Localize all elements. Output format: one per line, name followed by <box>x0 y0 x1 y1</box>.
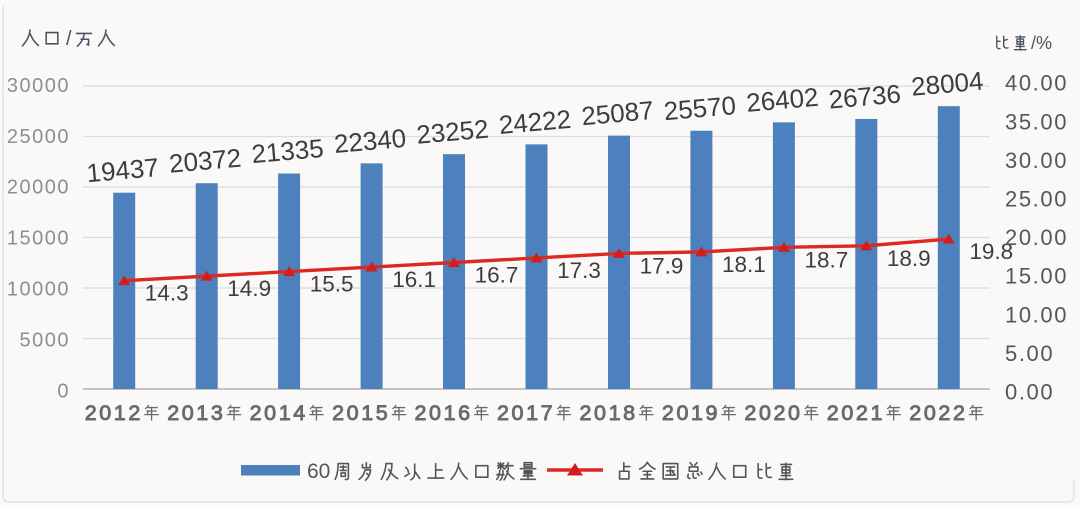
svg-text:/%: /% <box>1031 33 1052 53</box>
svg-text:24222: 24222 <box>498 104 573 140</box>
svg-text:2014: 2014 <box>250 401 308 425</box>
svg-text:/: / <box>66 28 72 50</box>
svg-text:18.9: 18.9 <box>887 246 931 271</box>
svg-text:0: 0 <box>57 380 70 402</box>
svg-text:2015: 2015 <box>332 401 390 425</box>
svg-text:18.7: 18.7 <box>805 247 849 272</box>
svg-text:10000: 10000 <box>7 279 70 301</box>
svg-text:25.00: 25.00 <box>1005 187 1068 212</box>
svg-text:16.1: 16.1 <box>392 267 436 292</box>
svg-text:18.1: 18.1 <box>722 252 766 277</box>
svg-text:14.9: 14.9 <box>227 276 271 301</box>
svg-text:5.00: 5.00 <box>1005 341 1054 366</box>
svg-text:30.00: 30.00 <box>1005 148 1068 173</box>
svg-text:25000: 25000 <box>7 126 70 148</box>
svg-text:2013: 2013 <box>167 401 225 425</box>
svg-text:10.00: 10.00 <box>1005 302 1068 327</box>
svg-text:15.5: 15.5 <box>310 272 354 297</box>
svg-text:22340: 22340 <box>333 123 408 159</box>
svg-text:2019: 2019 <box>662 401 720 425</box>
svg-text:60: 60 <box>307 460 330 483</box>
svg-text:30000: 30000 <box>7 75 70 97</box>
svg-text:19.8: 19.8 <box>969 239 1013 264</box>
svg-text:16.7: 16.7 <box>475 263 519 288</box>
svg-text:19437: 19437 <box>85 152 160 188</box>
svg-text:2021: 2021 <box>827 401 885 425</box>
svg-text:25087: 25087 <box>580 95 655 131</box>
svg-text:0.00: 0.00 <box>1005 380 1054 405</box>
svg-text:5000: 5000 <box>20 329 71 351</box>
svg-text:20000: 20000 <box>7 177 70 199</box>
svg-text:2022: 2022 <box>909 401 967 425</box>
svg-text:40.00: 40.00 <box>1005 71 1068 96</box>
svg-text:2020: 2020 <box>744 401 802 425</box>
svg-text:20.00: 20.00 <box>1005 225 1068 250</box>
svg-text:28004: 28004 <box>910 66 985 102</box>
svg-text:14.3: 14.3 <box>145 281 189 306</box>
svg-text:2012: 2012 <box>85 401 143 425</box>
svg-text:2016: 2016 <box>415 401 473 425</box>
svg-text:21335: 21335 <box>250 133 325 169</box>
svg-text:25570: 25570 <box>663 90 738 126</box>
svg-text:15000: 15000 <box>7 228 70 250</box>
svg-text:20372: 20372 <box>168 143 243 179</box>
svg-text:17.3: 17.3 <box>557 258 601 283</box>
svg-text:2018: 2018 <box>580 401 638 425</box>
svg-text:23252: 23252 <box>415 114 490 150</box>
svg-text:15.00: 15.00 <box>1005 264 1068 289</box>
svg-text:26402: 26402 <box>745 82 820 118</box>
svg-text:26736: 26736 <box>827 78 902 114</box>
svg-text:35.00: 35.00 <box>1005 109 1068 134</box>
svg-text:2017: 2017 <box>497 401 555 425</box>
svg-text:17.9: 17.9 <box>640 253 684 278</box>
